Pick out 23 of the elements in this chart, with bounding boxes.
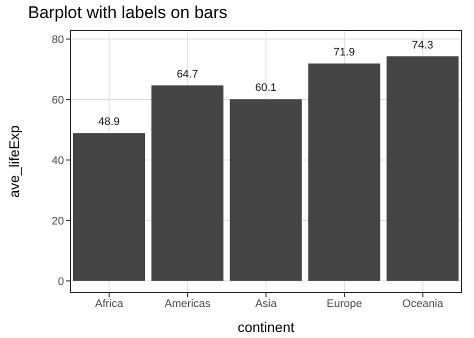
data-label: 64.7 — [176, 68, 198, 80]
x-tick-label: Africa — [95, 298, 124, 310]
x-tick-label: Europe — [326, 298, 362, 310]
y-axis-title: ave_lifeExp — [6, 125, 22, 198]
bar — [386, 56, 459, 281]
y-tick-label: 0 — [58, 276, 64, 288]
x-tick-label: Oceania — [402, 298, 444, 310]
data-label: 60.1 — [255, 82, 277, 94]
bar — [151, 85, 224, 281]
chart-title: Barplot with labels on bars — [28, 3, 228, 23]
x-axis-title: continent — [238, 319, 295, 335]
data-label: 71.9 — [333, 46, 355, 59]
data-label: 48.9 — [98, 116, 120, 128]
bar — [308, 64, 380, 281]
x-tick-label: Asia — [255, 298, 278, 310]
data-label: 74.3 — [412, 39, 434, 52]
y-tick-label: 40 — [52, 154, 64, 167]
bar — [230, 99, 302, 281]
y-tick-label: 60 — [52, 94, 64, 106]
y-tick-label: 20 — [52, 215, 64, 228]
bar — [73, 133, 145, 281]
x-tick-label: Americas — [164, 298, 212, 310]
y-tick-label: 80 — [52, 34, 64, 46]
